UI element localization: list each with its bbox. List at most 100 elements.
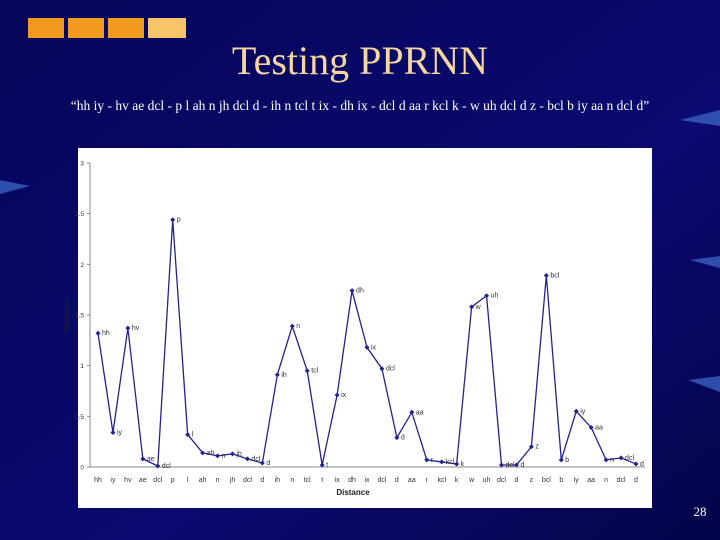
data-point [469,304,475,310]
data-point [304,368,310,374]
point-label: dcl [386,366,395,373]
data-point [439,459,445,465]
data-point [394,435,400,441]
transcript: “hh iy - hv ae dcl - p l ah n jh dcl d -… [71,98,649,113]
x-tick-label: d [634,477,638,484]
point-label: dh [356,288,364,295]
point-label: d [266,460,270,467]
x-tick-label: dcl [497,477,506,484]
data-point [499,462,504,468]
x-tick-label: aa [408,477,416,484]
data-point [244,456,250,462]
x-tick-label: kcl [437,477,446,484]
point-label: ix [371,344,377,351]
point-label: jh [236,451,243,458]
y-tick-label: 3 [80,161,84,168]
point-label: aa [416,409,424,416]
data-point [528,444,534,450]
point-label: dcl [625,455,634,462]
point-label: uh [491,293,499,300]
point-label: iy [580,408,586,415]
x-tick-label: hh [94,477,102,484]
point-label: d [401,435,405,442]
data-point [513,462,519,468]
x-tick-label: ix [335,477,341,484]
data-point [588,424,594,430]
data-point [95,330,101,336]
x-tick-label: d [395,477,399,484]
y-tick-label: 2 [80,262,84,269]
point-label: n [610,457,614,464]
x-tick-label: aa [587,477,595,484]
square [68,18,104,38]
data-point [170,217,176,223]
point-label: dcl [251,456,260,463]
x-tick-label: uh [483,477,491,484]
data-point [558,457,564,463]
data-point [424,457,430,463]
y-tick-label: 0 [80,465,84,472]
x-tick-label: ae [139,477,147,484]
data-point [543,272,549,278]
data-point [155,463,161,469]
point-label: n [296,323,300,330]
data-point [364,344,370,350]
x-tick-label: dcl [617,477,626,484]
x-tick-label: n [216,477,220,484]
data-point [484,293,490,299]
x-tick-label: iy [110,477,116,484]
data-point [603,457,609,463]
x-tick-label: iy [574,477,580,484]
point-label: hh [102,330,110,337]
y-axis-label: Phoneme [63,297,72,332]
square [108,18,144,38]
x-tick-label: jh [229,477,236,484]
y-tick-label: 0.5 [75,414,84,421]
x-tick-label: dcl [153,477,162,484]
data-point [618,455,624,461]
data-point [573,408,579,414]
data-point [200,450,206,456]
x-tick-label: tcl [304,477,311,484]
data-point [409,409,415,415]
data-point [125,325,131,331]
data-point [633,461,639,467]
point-label: tcl [311,368,318,375]
x-tick-label: k [455,477,459,484]
point-label: d [640,461,644,468]
point-label: aa [595,424,603,431]
x-tick-label: dh [348,477,356,484]
x-tick-label: dcl [243,477,252,484]
data-point [110,430,116,436]
x-tick-label: p [171,477,175,484]
point-label: k [461,461,465,468]
x-axis-label: Distance [336,488,370,497]
slide-title: Testing PPRNN [232,38,488,83]
point-label: kcl [446,459,455,466]
x-tick-label: b [559,477,563,484]
point-label: t [326,462,328,469]
x-tick-label: l [187,477,189,484]
point-label: ix [341,392,347,399]
x-tick-label: d [514,477,518,484]
data-point [140,456,146,462]
data-point [259,460,265,466]
data-point [454,461,460,467]
point-label: iy [117,430,123,437]
data-point [185,432,191,438]
data-point [379,366,385,372]
y-tick-label: 2.5 [75,211,84,218]
x-tick-label: hv [124,477,132,484]
point-label: l [192,432,194,439]
square [148,18,186,38]
decoration [0,110,720,392]
x-tick-label: bcl [542,477,551,484]
point-label: ae [147,456,155,463]
x-tick-label: n [604,477,608,484]
data-point [230,451,235,457]
x-tick-label: d [260,477,264,484]
x-tick-label: ah [199,477,207,484]
